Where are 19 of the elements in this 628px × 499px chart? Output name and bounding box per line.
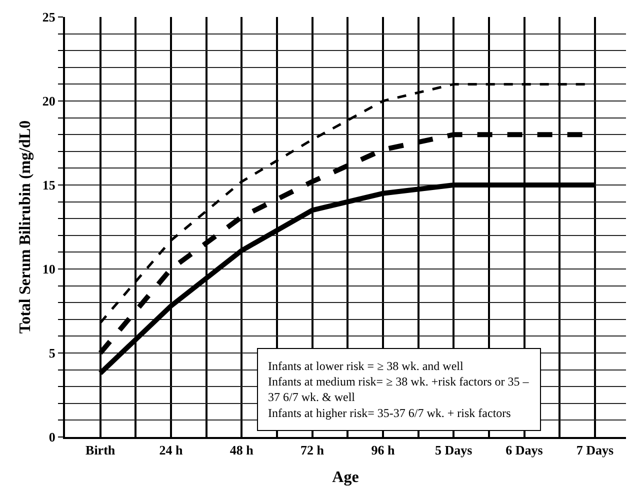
x-tick-label: 96 h	[371, 442, 396, 458]
y-axis-title: Total Serum Bilirubin (mg/dL0	[16, 120, 34, 334]
y-tick-label: 0	[48, 430, 56, 445]
annotation: Infants at medium risk= ≥ 38 wk. +risk factors or 35 – 37 6/7 wk. & well	[268, 374, 530, 404]
y-tick-label: 20	[42, 94, 56, 109]
annotation: Infants at lower risk = ≥ 38 wk. and well	[268, 359, 464, 373]
x-tick-label: 6 Days	[506, 442, 543, 458]
x-axis-title: Age	[332, 468, 359, 486]
y-tick-label: 15	[42, 178, 56, 193]
x-tick-label: 72 h	[300, 442, 325, 458]
y-tick-label: 25	[42, 10, 56, 25]
x-tick-label: 5 Days	[435, 442, 472, 458]
y-tick-label: 10	[42, 262, 56, 277]
annotation: Infants at higher risk= 35-37 6/7 wk. + risk factors	[268, 406, 512, 420]
x-tick-label: 24 h	[159, 442, 184, 458]
x-tick-label: Birth	[86, 442, 116, 458]
x-tick-label: 7 Days	[576, 442, 614, 458]
x-tick-label: 48 h	[230, 442, 254, 458]
y-tick-label: 5	[48, 346, 56, 361]
